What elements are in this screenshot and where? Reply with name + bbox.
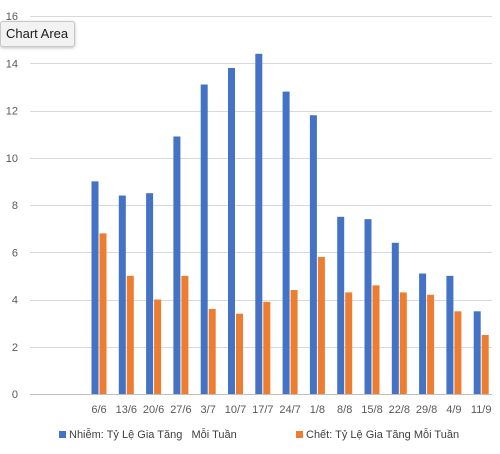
- bar-deaths: [454, 311, 462, 394]
- x-tick-label: 10/7: [225, 404, 246, 416]
- x-tick-label: 22/8: [389, 404, 410, 416]
- bar-deaths: [154, 299, 162, 394]
- bar-infected: [309, 115, 317, 394]
- bar-deaths: [399, 292, 407, 394]
- y-tick-label: 14: [6, 58, 18, 70]
- x-tick-label: 13/6: [116, 404, 137, 416]
- x-tick-label: 1/8: [310, 404, 325, 416]
- bar-infected: [91, 181, 99, 394]
- y-tick-label: 4: [12, 295, 18, 307]
- bar-deaths: [317, 256, 325, 394]
- bar-deaths: [372, 285, 380, 394]
- bar-deaths: [263, 301, 271, 394]
- bar-infected: [173, 136, 181, 395]
- y-tick-label: 10: [6, 153, 18, 165]
- bar-infected: [364, 219, 372, 394]
- x-tick-label: 4/9: [446, 404, 461, 416]
- legend-swatch-infected: [59, 431, 66, 438]
- bar-deaths: [181, 275, 189, 394]
- x-tick-label: 11/9: [471, 404, 492, 416]
- bar-infected: [282, 91, 290, 394]
- bar-infected: [146, 193, 154, 394]
- x-axis-ticks: 6/6 13/6 20/6 27/6 3/7 10/7 17/7 24/7 1/8 8/8 15/8…: [91, 404, 491, 416]
- legend-label-infected: Nhiễm: Tỷ Lệ Gia Tăng Mỗi Tuần: [69, 428, 237, 441]
- bar-infected: [255, 53, 263, 395]
- bar-infected: [391, 242, 399, 394]
- x-tick-label: 6/6: [91, 404, 106, 416]
- bar-infected: [118, 195, 126, 394]
- x-tick-label: 29/8: [416, 404, 437, 416]
- bars: [91, 53, 489, 395]
- x-tick-label: 8/8: [337, 404, 352, 416]
- bar-deaths: [427, 294, 435, 394]
- bar-deaths: [208, 308, 216, 394]
- x-tick-label: 3/7: [201, 404, 216, 416]
- y-tick-label: 0: [12, 389, 18, 401]
- bar-infected: [419, 273, 427, 394]
- bar-deaths: [236, 313, 243, 394]
- y-tick-label: 2: [12, 342, 18, 354]
- legend-swatch-deaths: [296, 431, 303, 438]
- y-tick-label: 8: [12, 200, 18, 212]
- y-tick-label: 12: [6, 106, 18, 118]
- x-tick-label: 17/7: [252, 404, 273, 416]
- bar-deaths: [345, 292, 353, 394]
- x-tick-label: 20/6: [143, 404, 164, 416]
- y-tick-label: 6: [12, 247, 18, 259]
- bar-deaths: [126, 275, 134, 394]
- bar-infected: [337, 216, 345, 394]
- legend: Nhiễm: Tỷ Lệ Gia Tăng Mỗi Tuần Chết: Tỷ …: [59, 428, 459, 441]
- bar-deaths: [481, 334, 489, 394]
- x-tick-label: 15/8: [361, 404, 382, 416]
- bar-deaths: [99, 233, 107, 394]
- bar-infected: [446, 275, 454, 394]
- bar-deaths: [290, 290, 298, 394]
- y-axis-ticks: 0 2 4 6 8 10 12 14 16: [6, 11, 18, 401]
- bar-infected: [200, 84, 208, 394]
- y-tick-label: 16: [6, 11, 18, 23]
- chart-area-tooltip: Chart Area: [0, 21, 76, 47]
- x-tick-label: 27/6: [170, 404, 191, 416]
- bar-infected: [228, 67, 235, 394]
- legend-label-deaths: Chết: Tỷ Lệ Gia Tăng Mỗi Tuần: [306, 428, 459, 441]
- bar-infected: [473, 311, 481, 394]
- x-tick-label: 24/7: [279, 404, 300, 416]
